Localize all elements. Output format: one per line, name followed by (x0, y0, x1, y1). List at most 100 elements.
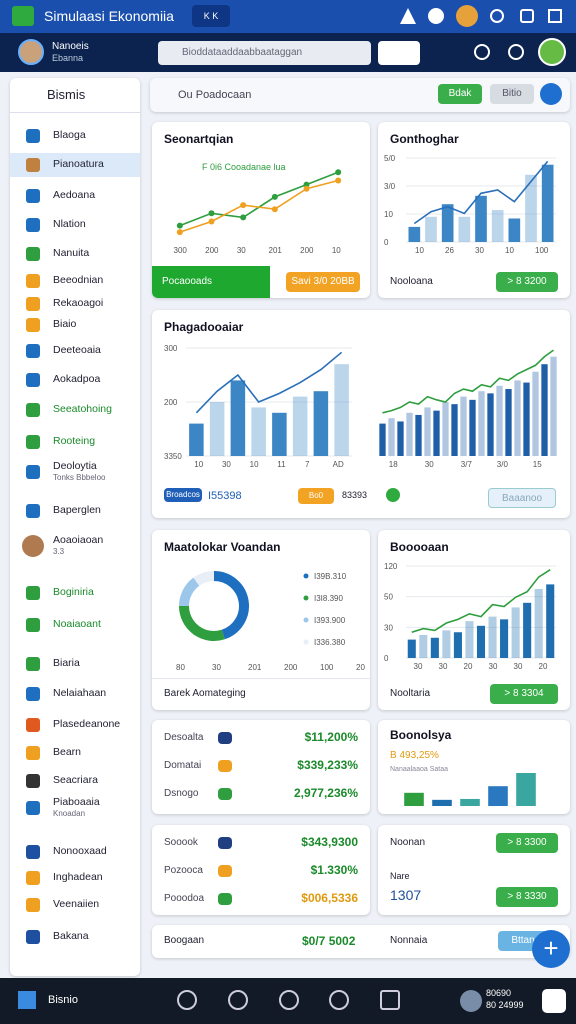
nav-icon[interactable] (329, 990, 349, 1010)
bar (272, 412, 287, 456)
home-icon[interactable] (18, 991, 36, 1009)
profile[interactable] (538, 38, 566, 66)
sidebar-item[interactable]: Bearn (10, 741, 140, 765)
bar (388, 418, 395, 456)
bar (406, 412, 413, 456)
layout-icon[interactable] (520, 9, 534, 23)
bar (475, 195, 487, 242)
avatar-icon[interactable] (456, 5, 478, 27)
card-button[interactable]: Baaanoo (488, 488, 556, 508)
x-tick-label: 10 (415, 246, 424, 255)
row-dot (218, 893, 232, 905)
card-button[interactable]: > 8 3330 (496, 887, 558, 907)
card-button[interactable]: Savi 3/0 20BB (286, 272, 360, 292)
sidebar-item[interactable]: Boginiria (10, 581, 140, 605)
sidebar-item[interactable]: Biaria (10, 652, 140, 676)
search-button[interactable] (378, 41, 420, 65)
alert-icon[interactable] (400, 8, 416, 24)
search-input[interactable]: Bioddataaddaabbaataggan (158, 41, 371, 65)
user-sub: Ebanna (52, 53, 84, 63)
sidebar-item[interactable]: Nanuita (10, 242, 140, 266)
card-button[interactable]: > 8 3300 (496, 833, 558, 853)
row-value: $006,5336 (301, 891, 358, 905)
nav-icon[interactable] (279, 990, 299, 1010)
badge: Broadcos (164, 488, 202, 502)
item-label: Rooteing (53, 435, 96, 447)
share-icon[interactable] (474, 44, 490, 60)
sidebar-item[interactable]: Biaio (10, 313, 140, 337)
sidebar-item[interactable]: Inghadean (10, 866, 140, 890)
bar (505, 389, 512, 456)
sidebar-item[interactable]: Blaoga (10, 124, 140, 148)
sidebar-item[interactable]: Nonooxaad (10, 840, 140, 864)
row-value: 2,977,236% (293, 786, 358, 800)
item-label: Deeteoaia (53, 344, 101, 356)
bar (541, 164, 554, 242)
line (411, 569, 551, 634)
sidebar-item[interactable]: Rooteing (10, 430, 140, 454)
x-tick-label: 15 (533, 460, 542, 469)
bar (209, 402, 225, 456)
chart: I39B.310 I3I8.390 I393.900 I336.380 80 30 201 2… (176, 571, 365, 672)
sidebar-item[interactable]: Seeatohoing (10, 398, 140, 422)
nav-icon[interactable] (228, 990, 248, 1010)
sidebar-item[interactable]: Nelaiahaan (10, 682, 140, 706)
point (208, 218, 215, 225)
nav-icon[interactable] (380, 990, 400, 1010)
item-label: Aokadpoa (53, 373, 101, 385)
card: Boogaan $0/7 5002 Nonnaia Bttan (152, 925, 570, 958)
row-value: $339,233% (297, 758, 358, 772)
sidebar-item[interactable]: Bakana (10, 925, 140, 949)
add-button[interactable] (540, 83, 562, 105)
tab[interactable]: K K (192, 5, 230, 27)
x-tick-label: 7 (305, 460, 310, 469)
sidebar-item[interactable]: Rekaoagoi (10, 292, 140, 316)
sidebar-item[interactable]: Baperglen (10, 499, 140, 523)
sidebar-item[interactable]: Seacriara (10, 769, 140, 793)
y-tick-label: 300 (164, 344, 178, 353)
currency-icon[interactable] (508, 44, 524, 60)
sidebar-item[interactable]: Noaiaoant (10, 613, 140, 637)
x-tick-label: 10 (194, 460, 203, 469)
stat: 83393 (342, 490, 368, 500)
nav-icon[interactable] (177, 990, 197, 1010)
sidebar-item[interactable]: Veenaiien (10, 893, 140, 917)
y-tick-label: 50 (384, 593, 393, 602)
sidebar-item[interactable]: Plasedeanone (10, 713, 140, 737)
sidebar-item[interactable]: Aoaoiaoan 3.3 (10, 534, 140, 558)
info-icon[interactable] (428, 8, 444, 24)
card-title: Gonthoghar (390, 132, 459, 146)
settings-icon[interactable] (490, 9, 504, 23)
item-sub: 3.3 (53, 547, 65, 556)
sidebar-item[interactable]: Beeodnian (10, 269, 140, 293)
chart: 18 30 3/7 3/0 15 (379, 349, 557, 469)
menu-button[interactable] (12, 6, 34, 26)
card-button[interactable]: > 8 3304 (490, 684, 558, 704)
sidebar-item[interactable]: Nlation (10, 213, 140, 237)
sidebar-item[interactable]: Deoloytia Tonks Bbbeloo (10, 460, 140, 484)
secondary-button[interactable]: Bitio (490, 84, 534, 104)
bar (458, 216, 471, 242)
fab[interactable]: + (532, 930, 570, 968)
user-avatar[interactable] (18, 39, 44, 65)
sidebar-item[interactable]: Aokadpoa (10, 368, 140, 392)
sidebar-item[interactable]: Aedoana (10, 184, 140, 208)
bar (433, 410, 440, 456)
header: Nanoeis Ebanna Bioddataaddaabbaataggan (0, 33, 576, 72)
x-tick-label: 20 (539, 662, 548, 671)
y-tick-label: 10 (384, 210, 393, 219)
app-icon[interactable] (542, 989, 566, 1013)
sub: Nare (390, 871, 410, 881)
user-icon[interactable] (460, 990, 482, 1012)
chart (404, 773, 536, 806)
legend-label: I3I8.390 (314, 594, 343, 603)
card-button[interactable]: > 8 3200 (496, 272, 558, 292)
sidebar-item[interactable]: Pianoatura (10, 153, 140, 177)
sidebar-item[interactable]: Piaboaaia Knoadan (10, 796, 140, 820)
row-label: Domatai (164, 760, 202, 771)
close-icon[interactable] (548, 9, 562, 23)
bar (516, 773, 536, 806)
sidebar-item[interactable]: Deeteoaia (10, 339, 140, 363)
primary-button[interactable]: Bdak (438, 84, 482, 104)
